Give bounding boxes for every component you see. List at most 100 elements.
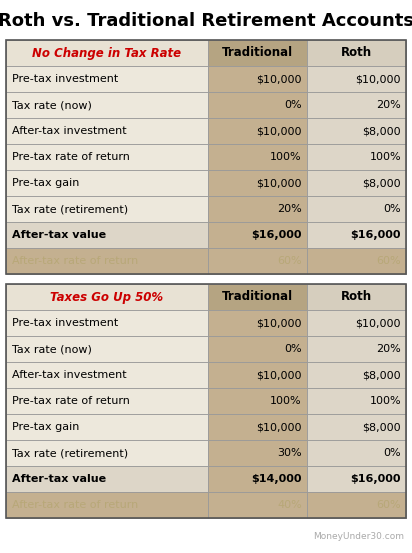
Text: Pre-tax gain: Pre-tax gain	[12, 422, 80, 432]
Bar	[208, 66, 307, 92]
Bar	[208, 336, 307, 362]
Text: 0%: 0%	[384, 204, 401, 214]
Text: 20%: 20%	[277, 204, 302, 214]
Text: $10,000: $10,000	[256, 370, 302, 380]
Text: After-tax investment: After-tax investment	[12, 370, 126, 380]
Text: After-tax rate of return: After-tax rate of return	[12, 256, 138, 266]
Text: $10,000: $10,000	[256, 318, 302, 328]
Text: 20%: 20%	[376, 344, 401, 354]
Text: Tax rate (now): Tax rate (now)	[12, 344, 92, 354]
Text: Pre-tax rate of return: Pre-tax rate of return	[12, 396, 130, 406]
Bar	[208, 118, 307, 144]
Text: $10,000: $10,000	[256, 178, 302, 188]
Bar	[307, 440, 406, 466]
Bar	[208, 40, 307, 66]
Bar	[6, 336, 208, 362]
Bar	[208, 362, 307, 388]
Bar	[6, 310, 208, 336]
Bar	[208, 492, 307, 518]
Bar	[6, 414, 208, 440]
Text: Pre-tax gain: Pre-tax gain	[12, 178, 80, 188]
Text: 20%: 20%	[376, 100, 401, 110]
Bar	[307, 284, 406, 310]
Bar	[307, 144, 406, 170]
Bar	[6, 388, 208, 414]
Text: Roth: Roth	[341, 290, 372, 304]
Bar	[307, 310, 406, 336]
Bar	[307, 118, 406, 144]
Text: $16,000: $16,000	[351, 230, 401, 240]
Text: $8,000: $8,000	[363, 370, 401, 380]
Text: Tax rate (now): Tax rate (now)	[12, 100, 92, 110]
Text: MoneyUnder30.com: MoneyUnder30.com	[313, 532, 404, 541]
Bar	[6, 222, 208, 248]
Bar	[307, 196, 406, 222]
Text: 0%: 0%	[284, 344, 302, 354]
Bar	[307, 40, 406, 66]
Bar	[6, 466, 208, 492]
Bar	[6, 144, 208, 170]
Text: 60%: 60%	[377, 500, 401, 510]
Text: Tax rate (retirement): Tax rate (retirement)	[12, 204, 128, 214]
Text: Tax rate (retirement): Tax rate (retirement)	[12, 448, 128, 458]
Bar	[6, 362, 208, 388]
Text: After-tax investment: After-tax investment	[12, 126, 126, 136]
Text: 40%: 40%	[277, 500, 302, 510]
Bar	[208, 284, 307, 310]
Bar	[6, 66, 208, 92]
Bar	[208, 170, 307, 196]
Bar	[307, 388, 406, 414]
Text: $10,000: $10,000	[256, 126, 302, 136]
Bar	[6, 40, 406, 274]
Bar	[208, 144, 307, 170]
Text: After-tax rate of return: After-tax rate of return	[12, 500, 138, 510]
Text: $8,000: $8,000	[363, 178, 401, 188]
Bar	[6, 170, 208, 196]
Text: Roth: Roth	[341, 46, 372, 60]
Text: Pre-tax investment: Pre-tax investment	[12, 318, 118, 328]
Text: $8,000: $8,000	[363, 422, 401, 432]
Bar	[307, 336, 406, 362]
Bar	[208, 248, 307, 274]
Bar	[6, 284, 208, 310]
Text: $10,000: $10,000	[356, 74, 401, 84]
Text: 100%: 100%	[270, 152, 302, 162]
Text: Traditional: Traditional	[222, 46, 293, 60]
Text: $10,000: $10,000	[256, 74, 302, 84]
Text: $16,000: $16,000	[351, 474, 401, 484]
Text: After-tax value: After-tax value	[12, 474, 106, 484]
Text: Pre-tax rate of return: Pre-tax rate of return	[12, 152, 130, 162]
Text: $14,000: $14,000	[251, 474, 302, 484]
Text: $8,000: $8,000	[363, 126, 401, 136]
Text: 0%: 0%	[284, 100, 302, 110]
Bar	[208, 466, 307, 492]
Text: 60%: 60%	[277, 256, 302, 266]
Bar	[307, 362, 406, 388]
Bar	[208, 92, 307, 118]
Text: $16,000: $16,000	[251, 230, 302, 240]
Text: 100%: 100%	[370, 152, 401, 162]
Bar	[208, 196, 307, 222]
Bar	[307, 66, 406, 92]
Text: $10,000: $10,000	[356, 318, 401, 328]
Bar	[6, 440, 208, 466]
Text: Pre-tax investment: Pre-tax investment	[12, 74, 118, 84]
Bar	[6, 284, 406, 518]
Bar	[6, 248, 208, 274]
Bar	[208, 388, 307, 414]
Bar	[208, 414, 307, 440]
Bar	[307, 248, 406, 274]
Text: Roth vs. Traditional Retirement Accounts: Roth vs. Traditional Retirement Accounts	[0, 12, 412, 30]
Text: 30%: 30%	[277, 448, 302, 458]
Bar	[208, 222, 307, 248]
Bar	[6, 492, 208, 518]
Bar	[307, 92, 406, 118]
Text: Traditional: Traditional	[222, 290, 293, 304]
Bar	[307, 170, 406, 196]
Text: After-tax value: After-tax value	[12, 230, 106, 240]
Bar	[307, 492, 406, 518]
Bar	[208, 440, 307, 466]
Bar	[307, 414, 406, 440]
Bar	[6, 92, 208, 118]
Text: Taxes Go Up 50%: Taxes Go Up 50%	[50, 290, 164, 304]
